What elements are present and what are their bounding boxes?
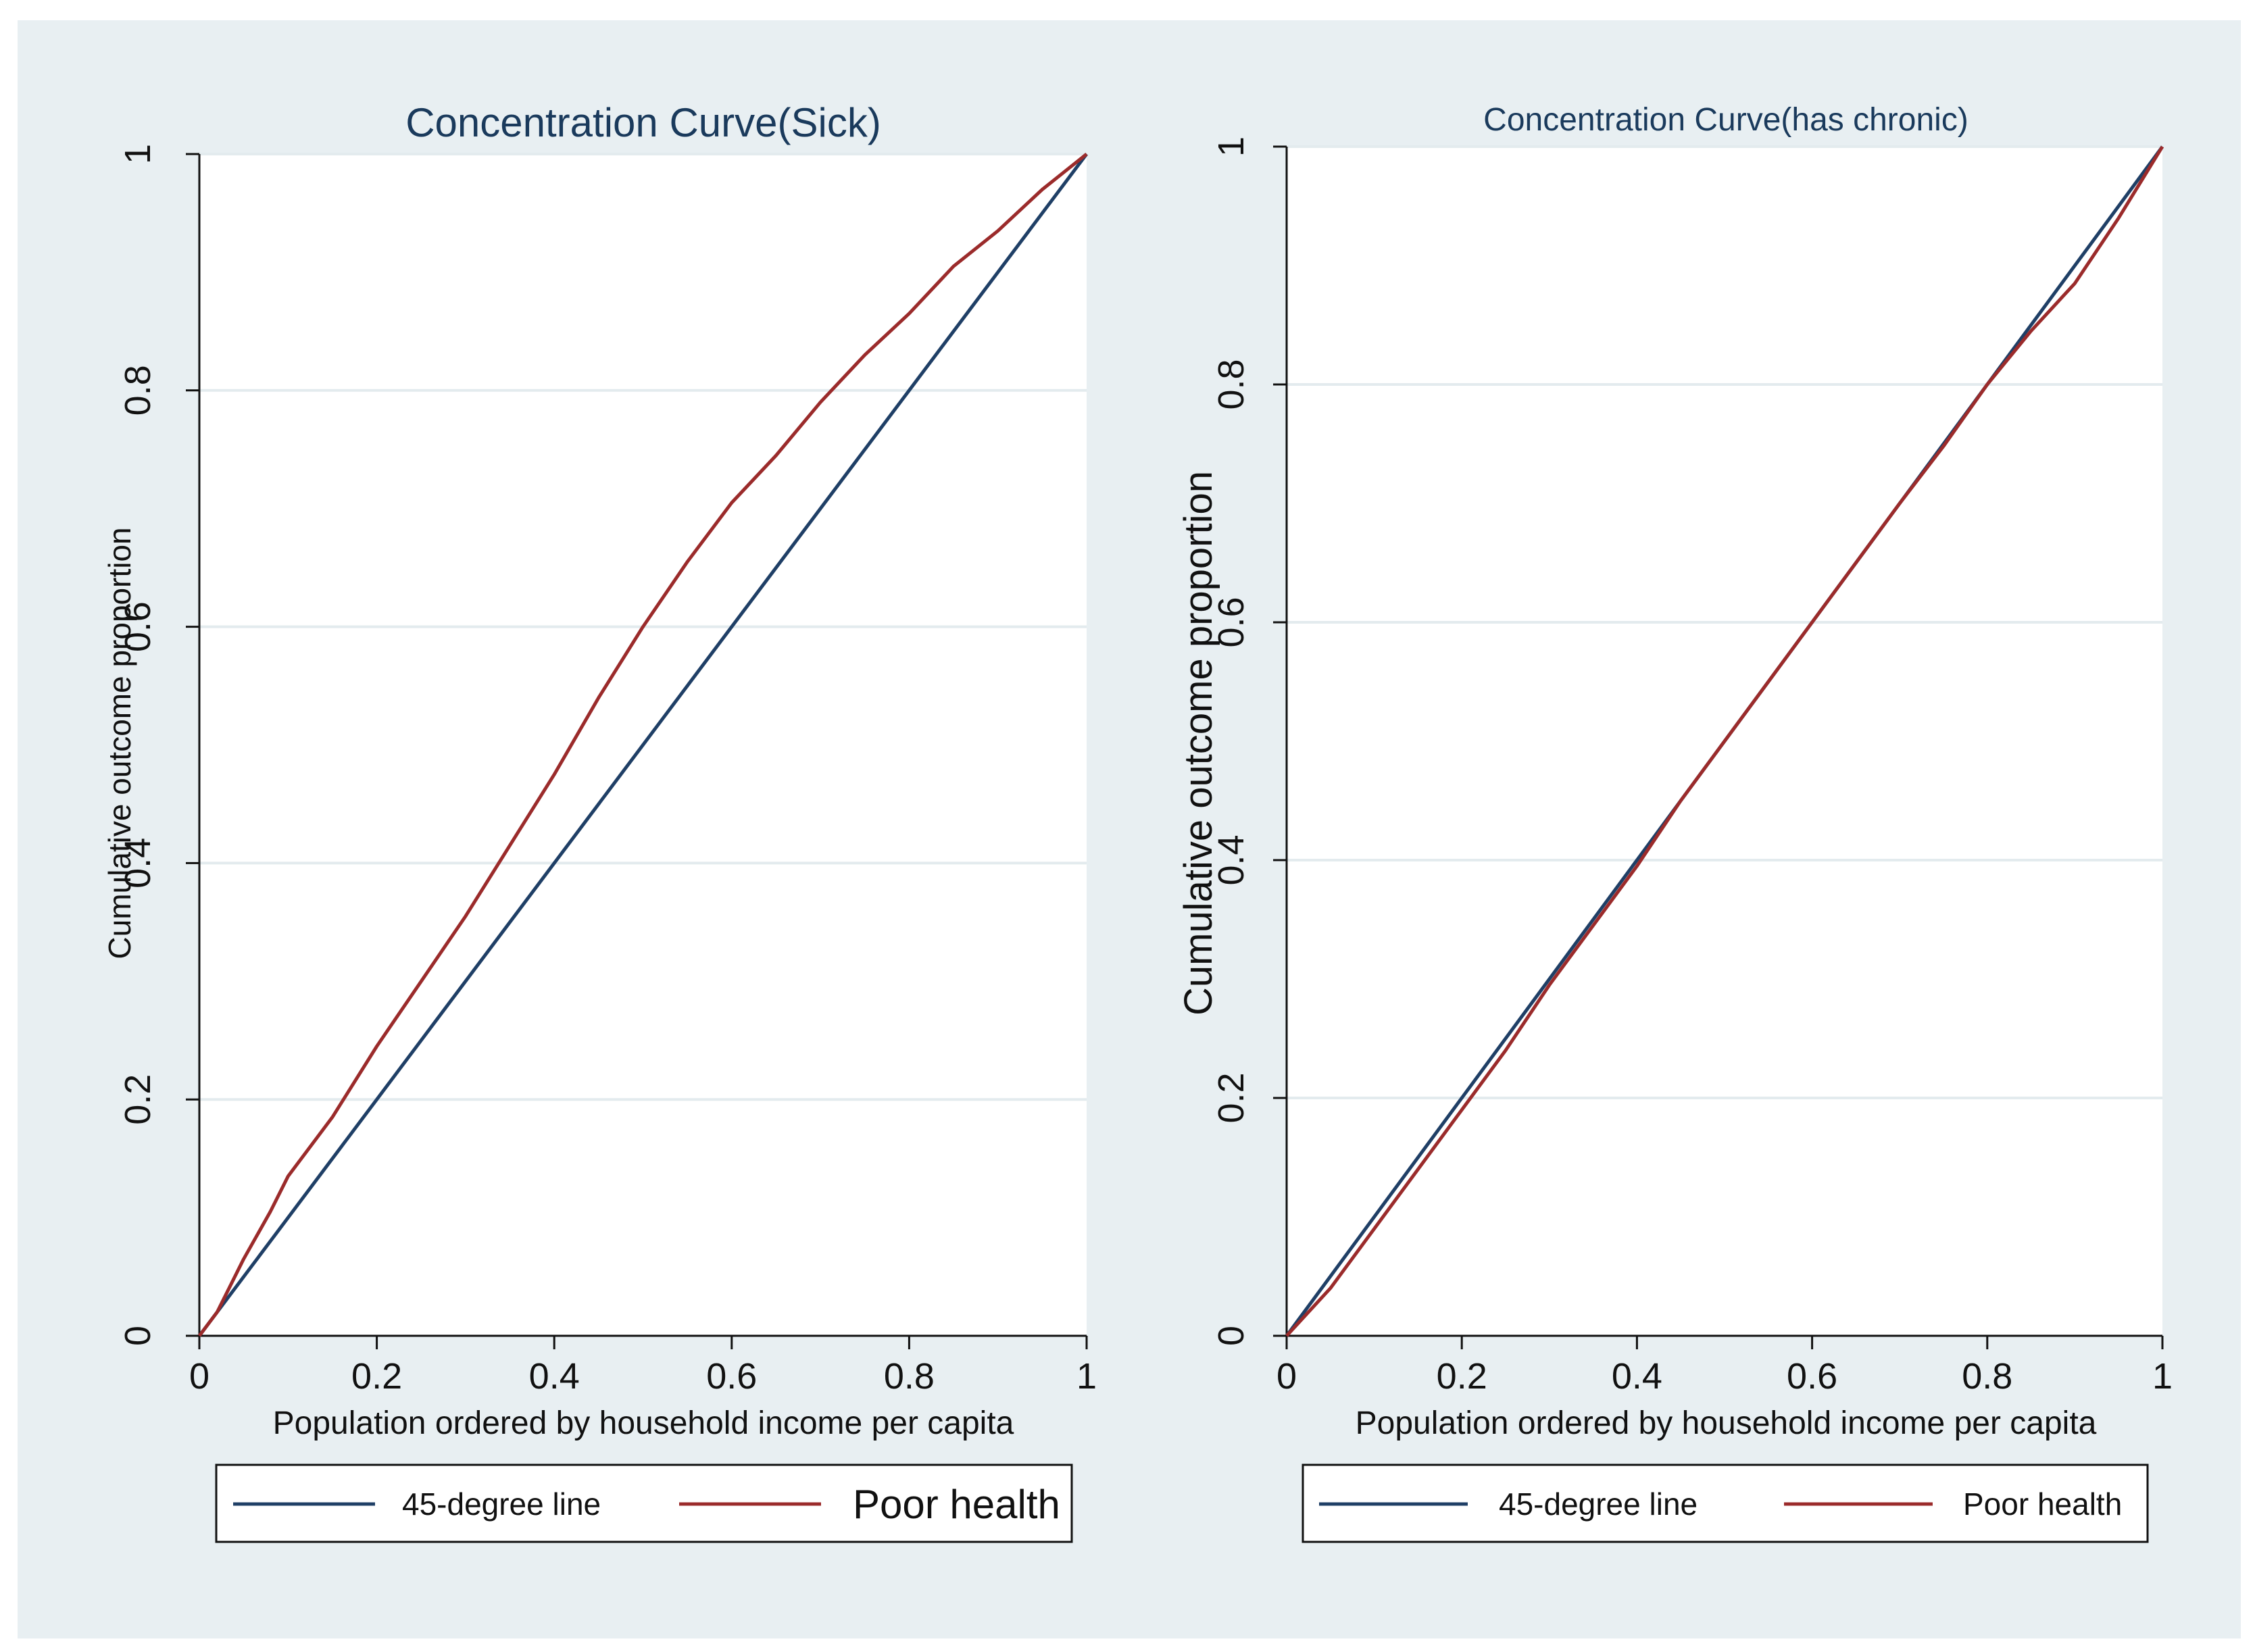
y-tick-label: 0.2 <box>118 1074 158 1125</box>
series-line-45-degree <box>198 153 1088 1337</box>
legend-label-poor-health: Poor health <box>1963 1486 2122 1522</box>
y-axis-label: Cumulative outcome proportion <box>102 527 137 959</box>
legend-label-poor-health: Poor health <box>853 1482 1060 1527</box>
x-tick-label: 0.8 <box>1962 1356 2012 1397</box>
y-tick-label: 0 <box>1211 1326 1252 1346</box>
legend: 45-degree line Poor health <box>215 1463 1073 1543</box>
x-tick-label: 0.4 <box>529 1356 580 1397</box>
x-tick-label: 1 <box>1076 1356 1097 1397</box>
y-tick-label: 0.4 <box>118 838 158 888</box>
y-tick-label: 0.6 <box>1211 597 1252 647</box>
x-tick-label: 0.6 <box>706 1356 757 1397</box>
x-tick-label: 0.2 <box>1437 1356 1487 1397</box>
series-line-poor-health <box>198 153 1088 1337</box>
x-axis-label: Population ordered by household income p… <box>1356 1405 2097 1441</box>
legend-label-45-degree: 45-degree line <box>1499 1486 1698 1522</box>
x-tick-label: 0.8 <box>884 1356 935 1397</box>
x-tick-label: 0.2 <box>351 1356 402 1397</box>
x-tick-label: 1 <box>2152 1356 2173 1397</box>
y-tick-label: 1 <box>118 144 158 164</box>
legend: 45-degree line Poor health <box>1302 1463 2149 1543</box>
x-tick-label: 0 <box>189 1356 209 1397</box>
y-tick-label: 0.4 <box>1211 834 1252 885</box>
plot-area: 0 0.2 0.4 0.6 0.8 1 0 0.2 0.4 0.6 0.8 1 <box>118 144 1097 1397</box>
series-line-poor-health <box>1285 145 2164 1337</box>
y-tick-label: 0.8 <box>118 365 158 416</box>
y-axis-label: Cumulative outcome proportion <box>1176 471 1220 1016</box>
plot-area: 0 0.2 0.4 0.6 0.8 1 0 0.2 0.4 0.6 0.8 1 <box>1211 136 2173 1397</box>
legend-label-45-degree: 45-degree line <box>402 1486 601 1522</box>
y-tick-label: 0.6 <box>118 601 158 652</box>
y-tick-label: 0.2 <box>1211 1072 1252 1123</box>
x-tick-label: 0.4 <box>1612 1356 1662 1397</box>
x-axis-label: Population ordered by household income p… <box>273 1405 1014 1441</box>
x-tick-label: 0 <box>1277 1356 1297 1397</box>
chart-has-chronic: Concentration Curve(has chronic) 0 0.2 0.4… <box>1176 102 2173 1543</box>
chart-title: Concentration Curve(Sick) <box>405 100 881 145</box>
y-tick-label: 0.8 <box>1211 359 1252 409</box>
y-tick-label: 0 <box>118 1326 158 1346</box>
chart-sick: Concentration Curve(Sick) 0 0.2 0.4 0.6 0.8 1… <box>102 100 1097 1543</box>
y-tick-label: 1 <box>1211 136 1252 157</box>
x-tick-label: 0.6 <box>1787 1356 1837 1397</box>
chart-title: Concentration Curve(has chronic) <box>1483 102 1968 138</box>
